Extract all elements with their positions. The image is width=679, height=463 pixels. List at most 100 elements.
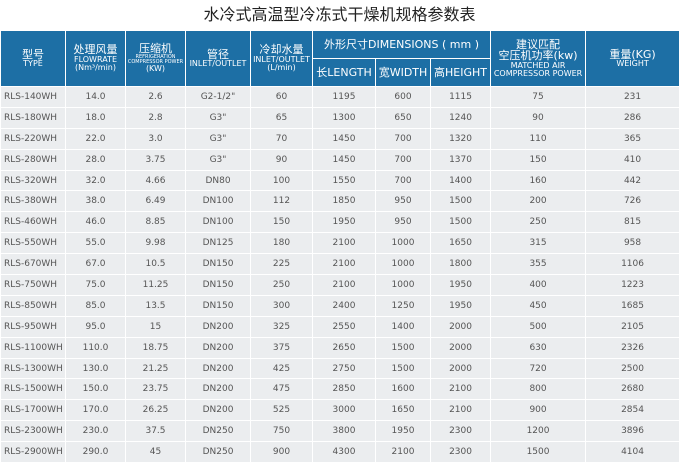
table-cell: 3.75	[125, 148, 186, 171]
table-cell: DN250	[185, 441, 251, 463]
table-cell: 46.0	[65, 211, 126, 234]
table-cell: 45	[125, 441, 186, 463]
table-cell: 726	[585, 190, 679, 213]
table-cell: 1115	[429, 86, 492, 108]
table-cell: RLS-380WH	[0, 190, 66, 213]
table-cell: 958	[585, 232, 679, 255]
table-row: RLS-2900WH 290.0 45 DN250 900 4300 2100 2300 150…	[0, 441, 679, 463]
table-cell: RLS-1300WH	[0, 357, 66, 380]
table-cell: 38.0	[65, 190, 126, 213]
table-cell: 65	[250, 106, 313, 129]
table-cell: RLS-750WH	[0, 274, 66, 296]
table-cell: 230.0	[65, 420, 126, 443]
table-cell: 1195	[312, 86, 376, 108]
table-cell: 90	[250, 148, 313, 171]
table-cell: 1650	[375, 399, 431, 422]
table-cell: 1000	[375, 274, 431, 296]
table-cell: 2105	[585, 315, 679, 338]
table-row: RLS-550WH 55.0 9.98 DN125 180 2100 1000 1650 315…	[0, 232, 679, 255]
table-row: RLS-320WH 32.0 4.66 DN80 100 1550 700 1400 160 44…	[0, 169, 679, 192]
table-cell: 800	[490, 378, 587, 401]
table-cell: 2400	[312, 294, 376, 317]
table-cell: 70	[250, 127, 313, 150]
table-cell: 900	[490, 399, 587, 422]
table-cell: 3.0	[125, 127, 186, 150]
table-cell: 18.0	[65, 106, 126, 129]
table-cell: 700	[375, 127, 431, 150]
table-cell: 90	[490, 106, 587, 129]
table-cell: 170.0	[65, 399, 126, 422]
table-cell: DN200	[185, 378, 251, 401]
table-cell: 355	[490, 253, 587, 276]
table-cell: 37.5	[125, 420, 186, 443]
table-cell: 1650	[429, 232, 492, 255]
header-text: 外形尺寸DIMENSIONS ( mm )	[324, 37, 479, 51]
table-cell: 110.0	[65, 336, 126, 359]
table-cell: 286	[585, 106, 679, 129]
table-cell: 32.0	[65, 169, 126, 192]
table-row: RLS-280WH 28.0 3.75 G3" 90 1450 700 1370 150 410	[0, 148, 679, 171]
header-text: (Nm³/min)	[74, 63, 116, 73]
table-cell: 425	[250, 357, 313, 380]
table-cell: 720	[490, 357, 587, 380]
table-cell: G3"	[185, 127, 251, 150]
header-cell: 型号 TYPE	[0, 30, 66, 87]
table-cell: RLS-1700WH	[0, 399, 66, 422]
table-cell: 11.25	[125, 274, 186, 296]
table-row: RLS-1500WH 150.0 23.75 DN200 475 2850 1600 2100…	[0, 378, 679, 401]
header-cell: 管径 INLET/OUTLET	[185, 30, 251, 87]
header-text: 管径	[207, 47, 229, 61]
table-row: RLS-750WH 75.0 11.25 DN150 250 2100 1000 1950 40…	[0, 274, 679, 296]
table-cell: 400	[490, 274, 587, 296]
header-text: 空压机功率(kw)	[498, 49, 578, 63]
table-cell: 2.6	[125, 86, 186, 108]
table-cell: 22.0	[65, 127, 126, 150]
table-cell: 1370	[429, 148, 492, 171]
table-cell: 3000	[312, 399, 376, 422]
table-cell: 290.0	[65, 441, 126, 463]
table-row: RLS-380WH 38.0 6.49 DN100 112 1850 950 1500 200 7…	[0, 190, 679, 213]
table-cell: 4.66	[125, 169, 186, 192]
table-cell: 500	[490, 315, 587, 338]
table-cell: 250	[490, 211, 587, 234]
header-cell: 重量(KG) WEIGHT	[585, 30, 679, 87]
table-cell: 1200	[490, 420, 587, 443]
table-cell: 6.49	[125, 190, 186, 213]
table-cell: RLS-280WH	[0, 148, 66, 171]
table-cell: 1550	[312, 169, 376, 192]
table-cell: 150	[490, 148, 587, 171]
table-cell: 2100	[375, 441, 431, 463]
table-cell: 150.0	[65, 378, 126, 401]
table-cell: 14.0	[65, 86, 126, 108]
header-text: 宽WIDTH	[378, 65, 428, 79]
table-cell: 3800	[312, 420, 376, 443]
table-cell: 2000	[429, 315, 492, 338]
table-cell: 75.0	[65, 274, 126, 296]
header-text: INLET/OUTLET	[189, 59, 247, 69]
table-cell: 21.25	[125, 357, 186, 380]
table-cell: 1106	[585, 253, 679, 276]
table-cell: 2680	[585, 378, 679, 401]
table-cell: RLS-2300WH	[0, 420, 66, 443]
table-cell: 150	[250, 211, 313, 234]
header-text: MATCHED AIR	[510, 60, 566, 70]
table-cell: 365	[585, 127, 679, 150]
header-cell: 宽WIDTH	[375, 58, 431, 87]
table-cell: 2000	[429, 357, 492, 380]
table-cell: 28.0	[65, 148, 126, 171]
table-cell: 1240	[429, 106, 492, 129]
table-cell: DN200	[185, 399, 251, 422]
table-cell: 442	[585, 169, 679, 192]
table-cell: 815	[585, 211, 679, 234]
header-text: 长LENGTH	[316, 65, 372, 79]
table-cell: 2850	[312, 378, 376, 401]
table-row: RLS-1300WH 130.0 21.25 DN200 425 2750 1500 2000…	[0, 357, 679, 380]
table-cell: 1450	[312, 127, 376, 150]
table-cell: 700	[375, 169, 431, 192]
header-text: TYPE	[23, 59, 43, 69]
table-cell: 250	[250, 274, 313, 296]
table-cell: 100	[250, 169, 313, 192]
table-cell: 475	[250, 378, 313, 401]
table-cell: 2100	[312, 253, 376, 276]
